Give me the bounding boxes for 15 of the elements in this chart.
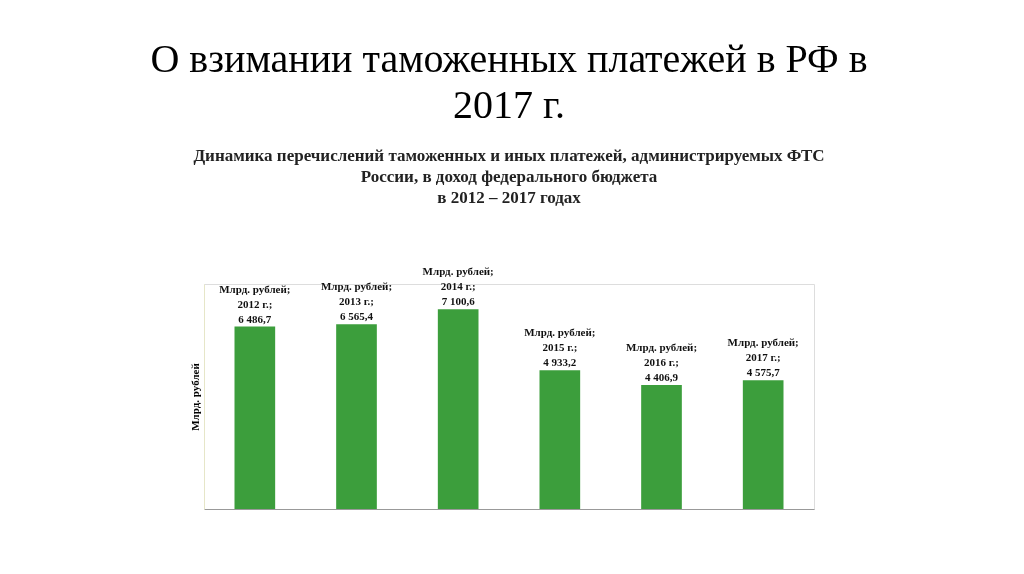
data-label: Млрд. рублей; 2017 г.; 4 575,7 <box>727 336 799 379</box>
bar <box>742 380 784 509</box>
bar <box>641 385 682 509</box>
data-label: Млрд. рублей; 2016 г.; 4 406,9 <box>625 341 698 384</box>
chart-title: О взимании таможенных платежей в РФ в 2017 г. <box>150 36 868 128</box>
bar <box>234 326 276 509</box>
data-label: Млрд. рублей; 2014 г.; 7 100,6 <box>422 265 494 308</box>
bar <box>437 309 479 509</box>
data-label: Млрд. рублей; 2015 г.; 4 933,2 <box>524 326 596 369</box>
bar <box>336 324 377 509</box>
y-axis-title: Млрд. рублей <box>188 362 201 431</box>
bar <box>539 370 581 509</box>
data-label: Млрд. рублей; 2013 г.; 6 565,4 <box>320 280 393 323</box>
data-label: Млрд. рублей; 2012 г.; 6 486,7 <box>219 282 291 325</box>
chart-subtitle: Динамика перечислений таможенных и иных платежей, администрируемых ФТС России, в доход федерального бюджета в 2012 – 2017 годах <box>193 146 825 208</box>
